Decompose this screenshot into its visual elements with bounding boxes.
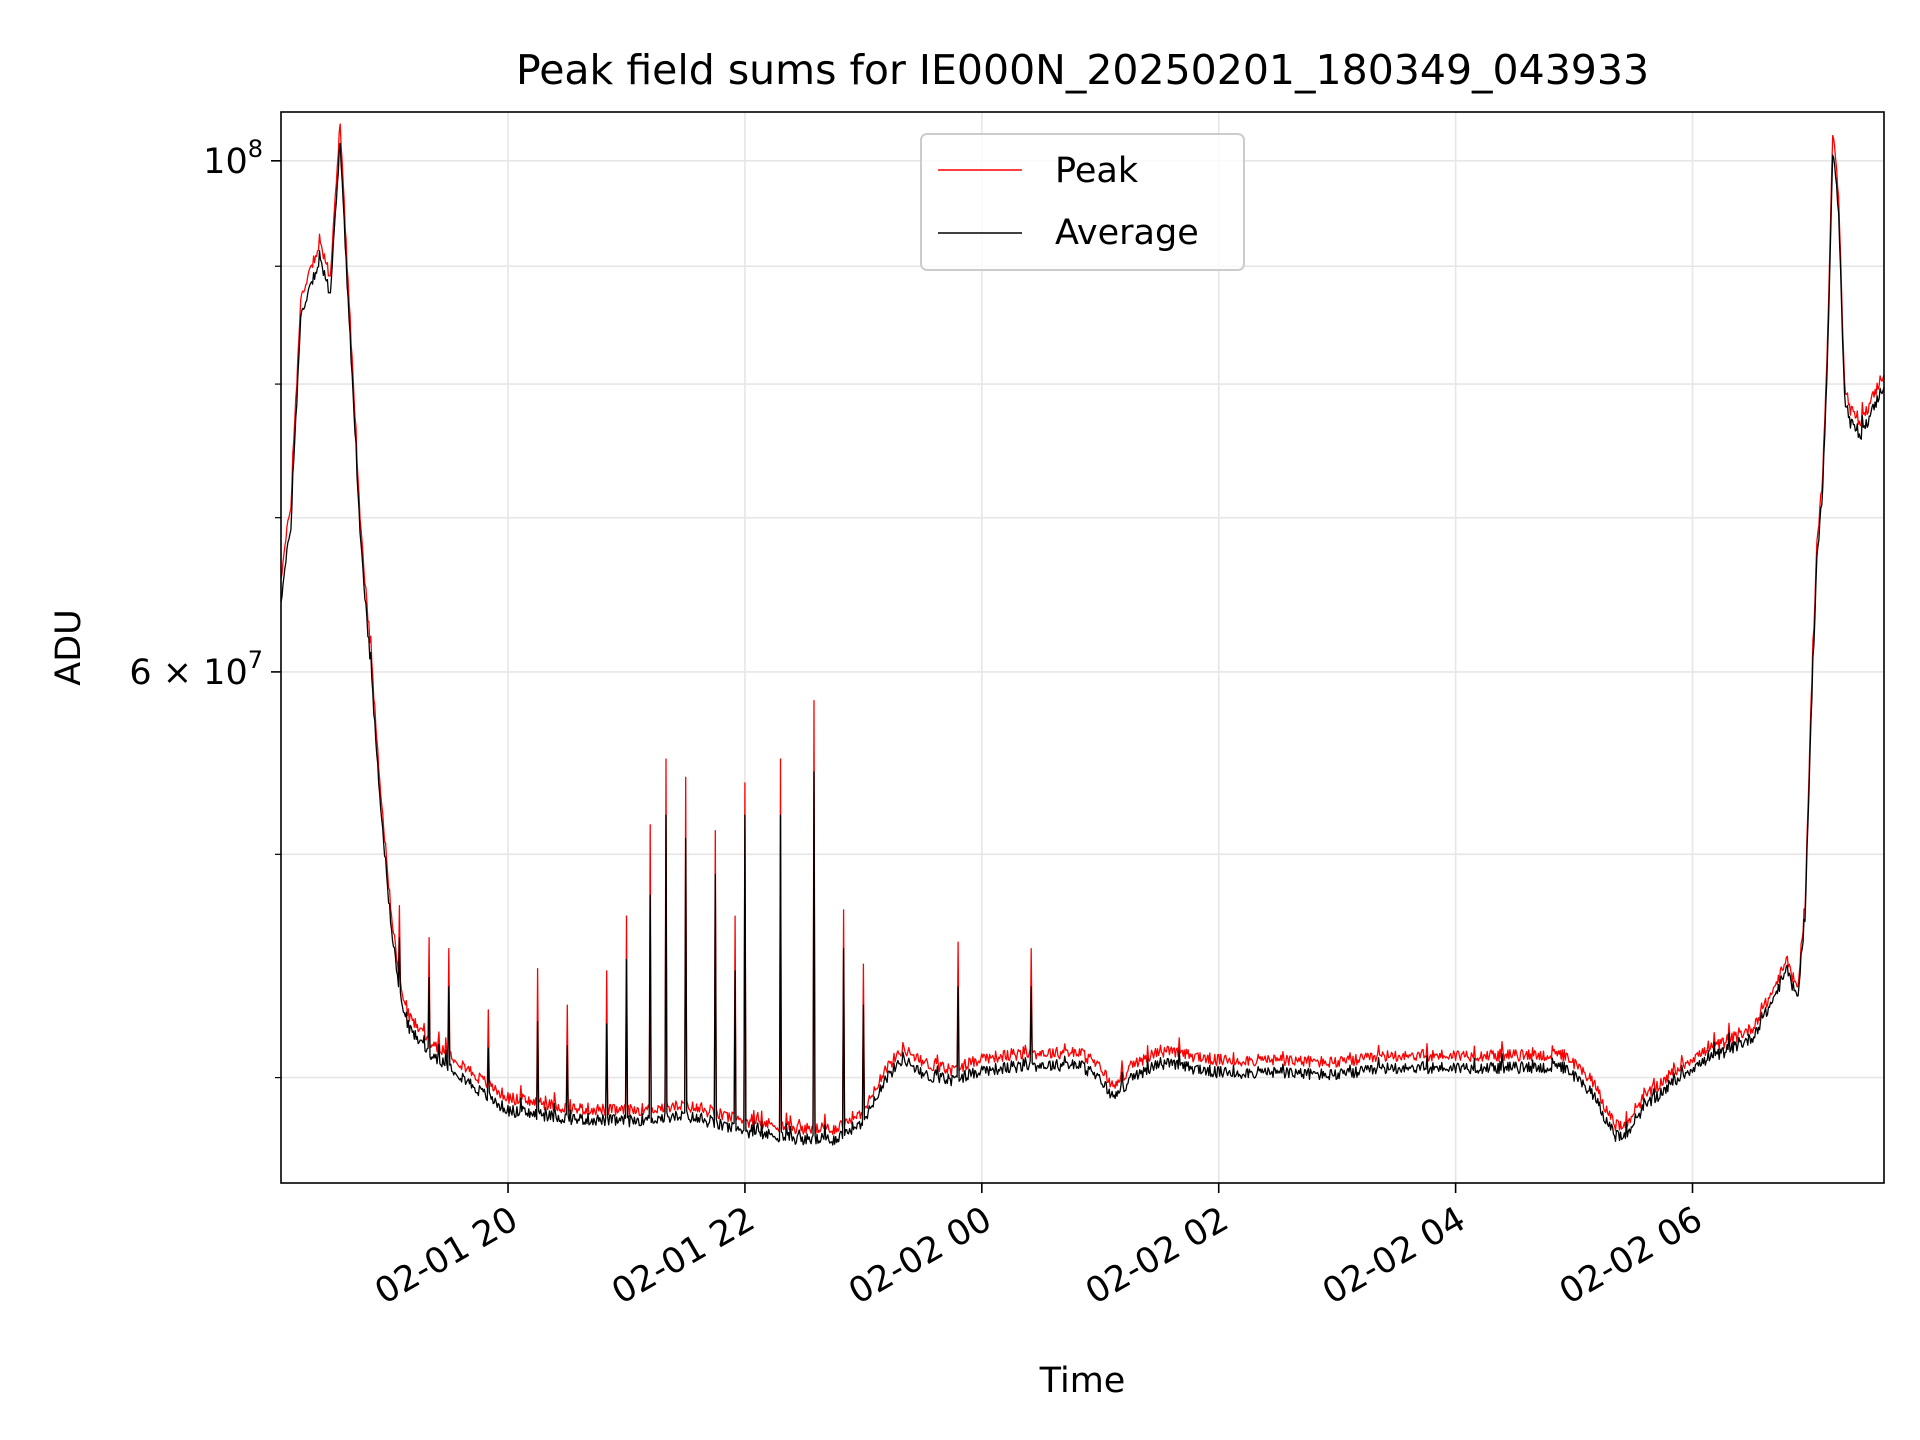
legend-peak-label: Peak bbox=[1055, 151, 1139, 191]
y-tick-label: 6 × 107 bbox=[129, 646, 263, 693]
y-axis-label: ADU bbox=[49, 609, 89, 686]
series-line-peak bbox=[281, 123, 1884, 1136]
y-axis: 108 6 × 107 bbox=[129, 135, 281, 1079]
x-axis-label: Time bbox=[1039, 1361, 1126, 1401]
series-lines bbox=[281, 123, 1884, 1146]
legend-box bbox=[920, 133, 1245, 271]
grid bbox=[281, 112, 1884, 1183]
legend-average-label: Average bbox=[1055, 213, 1199, 253]
series-line-average bbox=[281, 142, 1884, 1146]
plot-area bbox=[281, 123, 1884, 1146]
plot-frame bbox=[280, 111, 1885, 1184]
legend: Peak Average bbox=[920, 133, 1245, 271]
y-tick-label: 108 bbox=[203, 135, 263, 182]
chart-title: Peak field sums for IE000N_20250201_1803… bbox=[516, 46, 1649, 94]
